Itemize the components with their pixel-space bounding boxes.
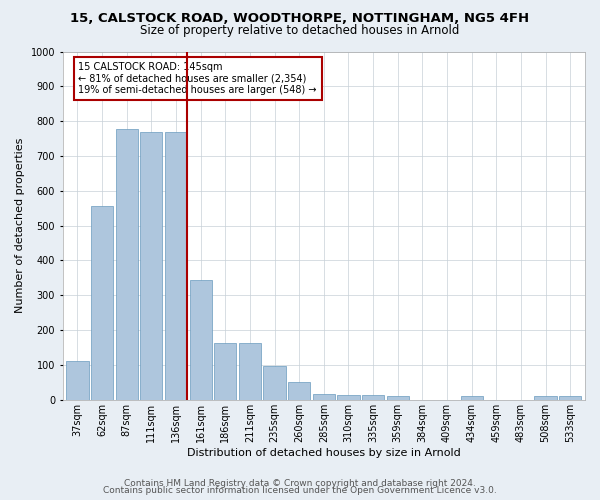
Bar (67, 361, 89, 400)
Bar (263, 366, 286, 400)
Bar (313, 394, 335, 400)
Bar (386, 396, 409, 400)
Bar (91, 206, 113, 400)
Text: Contains HM Land Registry data © Crown copyright and database right 2024.: Contains HM Land Registry data © Crown c… (124, 478, 476, 488)
Bar (140, 132, 163, 400)
Text: 15 CALSTOCK ROAD: 145sqm
← 81% of detached houses are smaller (2,354)
19% of sem: 15 CALSTOCK ROAD: 145sqm ← 81% of detach… (79, 62, 317, 95)
Text: Size of property relative to detached houses in Arnold: Size of property relative to detached ho… (140, 24, 460, 37)
Text: Contains public sector information licensed under the Open Government Licence v3: Contains public sector information licen… (103, 486, 497, 495)
Bar (535, 396, 557, 400)
Bar (559, 396, 581, 400)
Bar (239, 343, 261, 400)
Bar (214, 343, 236, 400)
Y-axis label: Number of detached properties: Number of detached properties (15, 138, 25, 314)
Bar (116, 129, 138, 400)
Text: 15, CALSTOCK ROAD, WOODTHORPE, NOTTINGHAM, NG5 4FH: 15, CALSTOCK ROAD, WOODTHORPE, NOTTINGHA… (70, 12, 530, 26)
Bar (337, 394, 359, 400)
Bar (190, 280, 212, 400)
Bar (165, 132, 187, 400)
Bar (288, 382, 310, 400)
X-axis label: Distribution of detached houses by size in Arnold: Distribution of detached houses by size … (187, 448, 461, 458)
Bar (362, 394, 384, 400)
Bar (461, 396, 483, 400)
